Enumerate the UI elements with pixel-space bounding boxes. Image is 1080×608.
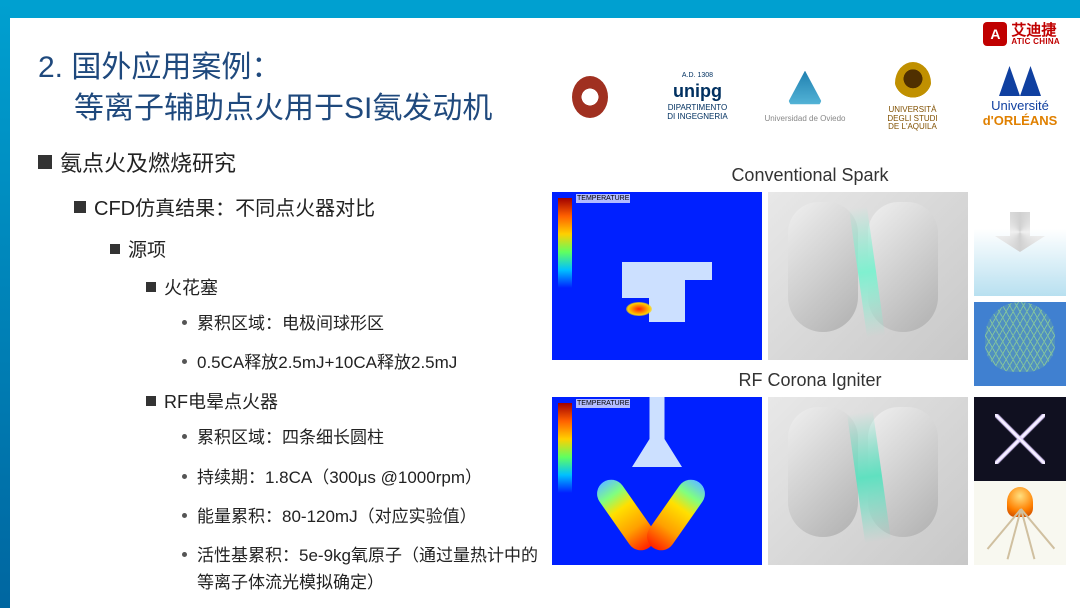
flame-streamer	[642, 474, 711, 556]
square-bullet-icon	[146, 282, 156, 292]
item-text: 累积区域：四条细长圆柱	[197, 424, 384, 451]
cfd-temp-corona: TEMPERATURE	[552, 397, 762, 565]
corona-igniter-detail	[974, 397, 1066, 565]
cfd-chamber-corona	[768, 397, 968, 565]
list-item: 累积区域：四条细长圆柱	[182, 424, 538, 451]
h3-text: 源项	[128, 235, 166, 262]
h2-text: CFD仿真结果：不同点火器对比	[94, 192, 375, 221]
uni-logo-1	[540, 76, 640, 118]
item-text: 0.5CA释放2.5mJ+10CA释放2.5mJ	[197, 349, 457, 376]
unipg-year: A.D. 1308	[682, 72, 713, 79]
uni-logo-aquila: UNIVERSITÀDEGLI STUDIDE L'AQUILA	[863, 62, 963, 132]
top-accent-bar	[0, 0, 1080, 18]
uni-logo-oviedo: Universidad de Oviedo	[755, 71, 855, 124]
corona-discharge-icon	[995, 414, 1045, 464]
figure-title-top: Conventional Spark	[552, 165, 1068, 186]
left-accent-bar	[0, 0, 10, 608]
uni-logo-unipg: A.D. 1308 unipg DIPARTIMENTODI INGEGNERI…	[648, 72, 748, 122]
oviedo-icon	[787, 71, 823, 113]
dot-bullet-icon	[182, 320, 187, 325]
brand-name-en: ATIC CHINA	[1011, 38, 1060, 46]
university-logos-row: A.D. 1308 unipg DIPARTIMENTODI INGEGNERI…	[540, 62, 1070, 132]
bullet-h2: CFD仿真结果：不同点火器对比	[74, 192, 538, 221]
plug-photo	[974, 212, 1066, 296]
colorbar-icon	[558, 198, 572, 288]
corona-streamers-photo	[974, 481, 1066, 565]
item-text: 活性基累积：5e-9kg氧原子（通过量热计中的等离子体流光模拟确定）	[197, 542, 538, 596]
company-brand: A 艾迪捷 ATIC CHINA	[983, 22, 1060, 46]
list-item: 累积区域：电极间球形区	[182, 310, 538, 337]
plug-tip-icon	[995, 212, 1045, 252]
crest-icon	[572, 76, 608, 118]
legend-label: TEMPERATURE	[576, 194, 630, 203]
orleans-icon	[999, 66, 1041, 96]
bullet-h4a: 火花塞	[146, 274, 538, 300]
valve-shape	[788, 407, 858, 537]
h1-text: 氨点火及燃烧研究	[60, 146, 236, 178]
title-line-1: 2. 国外应用案例：	[38, 48, 492, 89]
plug-mesh	[974, 302, 1066, 386]
square-bullet-icon	[146, 396, 156, 406]
list-item: 能量累积：80-120mJ（对应实验值）	[182, 503, 538, 530]
bullet-content: 氨点火及燃烧研究 CFD仿真结果：不同点火器对比 源项 火花塞 累积区域：电极间…	[38, 146, 538, 608]
list-item: 0.5CA释放2.5mJ+10CA释放2.5mJ	[182, 349, 538, 376]
unipg-dept: DIPARTIMENTODI INGEGNERIA	[667, 104, 727, 122]
title-line-2: 等离子辅助点火用于SI氨发动机	[38, 89, 492, 130]
aquila-label: UNIVERSITÀDEGLI STUDIDE L'AQUILA	[887, 106, 937, 132]
colorbar-icon	[558, 403, 572, 493]
square-bullet-icon	[110, 244, 120, 254]
brand-logo-icon: A	[983, 22, 1007, 46]
h4a-text: 火花塞	[164, 274, 218, 300]
list-item: 持续期：1.8CA（300μs @1000rpm）	[182, 464, 538, 491]
uni-logo-orleans: Universitéd'ORLÉANS	[970, 66, 1070, 128]
igniter-shape	[632, 397, 682, 467]
item-text: 能量累积：80-120mJ（对应实验值）	[197, 503, 477, 530]
dot-bullet-icon	[182, 474, 187, 479]
brand-name-cn: 艾迪捷	[1011, 23, 1060, 38]
dot-bullet-icon	[182, 434, 187, 439]
orleans-label: Universitéd'ORLÉANS	[983, 98, 1058, 128]
unipg-name: unipg	[673, 81, 722, 102]
dot-bullet-icon	[182, 513, 187, 518]
square-bullet-icon	[74, 201, 86, 213]
slide-title: 2. 国外应用案例： 等离子辅助点火用于SI氨发动机	[38, 48, 492, 129]
dot-bullet-icon	[182, 359, 187, 364]
oviedo-label: Universidad de Oviedo	[765, 115, 846, 124]
figure-row-bot: TEMPERATURE	[552, 397, 1068, 565]
list-item: 活性基累积：5e-9kg氧原子（通过量热计中的等离子体流光模拟确定）	[182, 542, 538, 596]
bullet-h4b: RF电晕点火器	[146, 388, 538, 414]
corona-dark-photo	[974, 397, 1066, 481]
item-text: 持续期：1.8CA（300μs @1000rpm）	[197, 464, 482, 491]
item-text: 累积区域：电极间球形区	[197, 310, 384, 337]
dot-bullet-icon	[182, 552, 187, 557]
bullet-h1: 氨点火及燃烧研究	[38, 146, 538, 178]
cfd-temp-spark: TEMPERATURE	[552, 192, 762, 360]
mesh-icon	[985, 302, 1055, 372]
square-bullet-icon	[38, 155, 52, 169]
figure-row-top: TEMPERATURE	[552, 192, 1068, 360]
eagle-icon	[895, 62, 931, 104]
bullet-h3: 源项	[110, 235, 538, 262]
legend-label: TEMPERATURE	[576, 399, 630, 408]
h4b-text: RF电晕点火器	[164, 388, 278, 414]
hotspot-icon	[626, 302, 652, 316]
figures-panel: Conventional Spark TEMPERATURE RF Corona…	[552, 165, 1068, 575]
valve-shape	[788, 202, 858, 332]
spark-plug-detail	[974, 192, 1066, 360]
cfd-chamber-spark	[768, 192, 968, 360]
